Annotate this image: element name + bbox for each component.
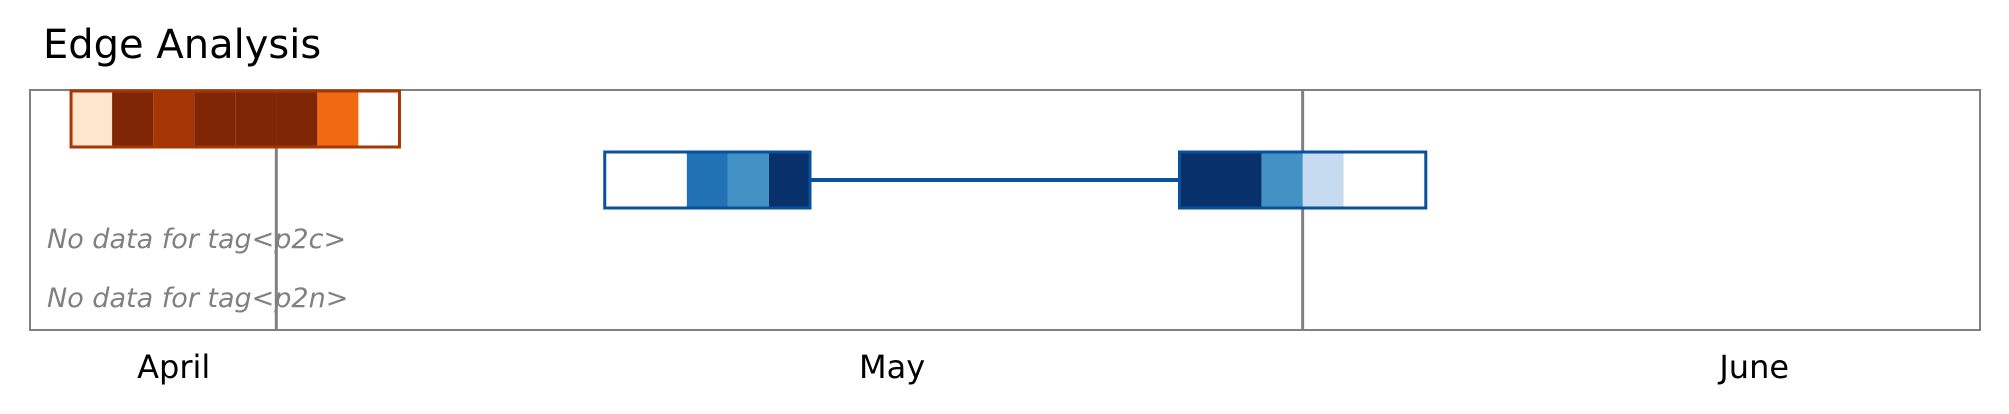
cell-1-3 xyxy=(153,90,195,148)
cell-1-4 xyxy=(194,90,236,148)
cell-2-4 xyxy=(768,151,810,209)
block-outline-2-2 xyxy=(1177,150,1428,210)
timeline-row-2 xyxy=(603,150,1428,210)
cell-2-8 xyxy=(1343,151,1426,209)
timeline-row-1 xyxy=(69,89,401,149)
cell-1-5 xyxy=(235,90,277,148)
cell-2-1 xyxy=(604,151,687,209)
cell-2-7 xyxy=(1302,151,1344,209)
empty-row-label-p2c: No data for tag<p2c> xyxy=(47,224,346,255)
cell-1-6 xyxy=(276,90,318,148)
cell-1-1 xyxy=(71,90,113,148)
cell-1-2 xyxy=(112,90,154,148)
month-tick-june: June xyxy=(1717,348,1789,386)
cell-2-5 xyxy=(1179,151,1262,209)
cell-2-3 xyxy=(727,151,769,209)
vertical-lines xyxy=(274,90,1305,330)
month-tick-labels: April May June xyxy=(137,348,1789,386)
chart-title: Edge Analysis xyxy=(43,22,322,68)
cell-1-8 xyxy=(358,90,400,148)
cell-1-7 xyxy=(317,90,359,148)
month-tick-april: April xyxy=(137,348,210,386)
block-outline-1-1 xyxy=(69,89,401,149)
cell-2-2 xyxy=(686,151,728,209)
month-tick-may: May xyxy=(859,348,925,386)
plot-frame xyxy=(29,89,1981,331)
timeline-rows xyxy=(69,89,1428,210)
empty-row-label-p2n: No data for tag<p2n> xyxy=(47,283,348,314)
cell-2-6 xyxy=(1261,151,1303,209)
block-outline-2-1 xyxy=(603,150,812,210)
